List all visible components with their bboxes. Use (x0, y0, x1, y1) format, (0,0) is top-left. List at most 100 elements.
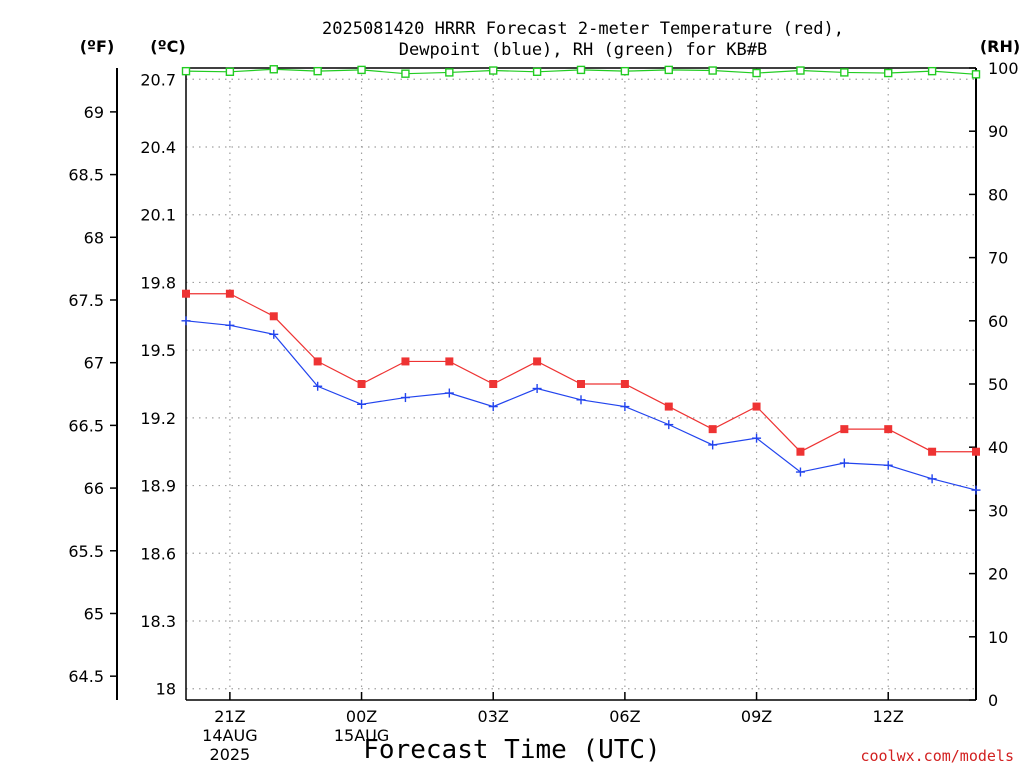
rh-point (357, 65, 366, 75)
rh-point (489, 66, 498, 75)
x-tick-label: 09Z (741, 707, 772, 726)
chart-title-line-1: 2025081420 HRRR Forecast 2-meter Tempera… (322, 19, 844, 39)
temperature-point (357, 380, 366, 388)
temperature-point (445, 357, 454, 366)
rh-point (971, 70, 981, 79)
dewpoint-point (620, 402, 630, 412)
fahrenheit-tick-label: 64.5 (68, 667, 104, 686)
dewpoint-point (400, 393, 410, 403)
rh-point (269, 65, 278, 74)
x-tick-date-label: 15AUG (334, 726, 389, 745)
x-tick-year-label: 2025 (210, 745, 251, 764)
celsius-tick-label: 20.4 (140, 138, 176, 157)
dewpoint-point (883, 460, 893, 470)
celsius-unit-label: (ºC) (150, 37, 185, 56)
celsius-tick-label: 18.6 (140, 544, 176, 563)
rh-tick-label: 100 (988, 59, 1019, 78)
x-axis-title: Forecast Time (UTC) (363, 735, 660, 765)
rh-point (664, 65, 673, 75)
rh-point (576, 65, 586, 75)
rh-point (401, 69, 410, 78)
celsius-tick-label: 19.2 (140, 409, 176, 428)
rh-tick-label: 80 (988, 185, 1008, 204)
x-tick-label: 06Z (609, 707, 640, 726)
x-tick-date-label: 14AUG (202, 726, 257, 745)
dewpoint-point (708, 440, 718, 450)
credit-text: coolwx.com/models (860, 747, 1014, 765)
fahrenheit-tick-label: 69 (84, 103, 104, 122)
dewpoint-point (971, 485, 981, 495)
dewpoint-point (181, 316, 191, 326)
rh-tick-label: 50 (988, 375, 1008, 394)
temperature-line (186, 293, 976, 453)
celsius-tick-label: 20.1 (140, 206, 176, 225)
grid-layer (186, 68, 976, 700)
fahrenheit-unit-label: (ºF) (80, 37, 115, 56)
chart-title-line-2: Dewpoint (blue), RH (green) for KB#B (399, 40, 767, 60)
dewpoint-point (839, 458, 849, 468)
temperature-point (708, 425, 717, 434)
celsius-tick-label: 20.7 (140, 70, 176, 89)
temperature-point (928, 447, 937, 456)
fahrenheit-tick-label: 68 (84, 228, 104, 247)
temperature-point (620, 380, 629, 388)
rh-point (181, 66, 191, 76)
temperature-point (182, 289, 190, 298)
fahrenheit-tick-label: 66 (84, 479, 104, 498)
rh-tick-label: 20 (988, 565, 1008, 584)
dewpoint-point (488, 402, 498, 412)
dewpoint-point (664, 420, 674, 430)
x-tick-label: 00Z (346, 707, 377, 726)
dewpoint-point (269, 329, 279, 339)
rh-point (884, 68, 893, 78)
celsius-tick-label: 18 (156, 680, 176, 699)
dewpoint-point (225, 320, 235, 330)
temperature-point (752, 402, 761, 411)
dewpoint-point (752, 433, 762, 443)
dewpoint-point (927, 474, 937, 484)
temperature-point (577, 380, 585, 388)
dewpoint-line (185, 320, 977, 491)
rh-tick-label: 0 (988, 691, 998, 710)
rh-point (532, 67, 542, 76)
celsius-tick-label: 18.9 (140, 477, 176, 496)
x-tick-label: 12Z (873, 707, 904, 726)
dewpoint-point (357, 399, 367, 409)
rh-tick-label: 90 (988, 122, 1008, 141)
fahrenheit-tick-label: 65.5 (68, 542, 104, 561)
fahrenheit-tick-label: 67.5 (68, 291, 104, 310)
rh-point (313, 66, 322, 76)
dewpoint-point (532, 384, 542, 394)
rh-point (620, 66, 630, 76)
temperature-point (884, 425, 893, 434)
rh-point (225, 67, 235, 76)
dewpoint-point (313, 381, 323, 391)
rh-point (840, 68, 849, 77)
rh-tick-label: 30 (988, 501, 1008, 520)
celsius-tick-label: 18.3 (140, 612, 176, 631)
rh-tick-label: 10 (988, 628, 1008, 647)
fahrenheit-tick-label: 66.5 (68, 416, 104, 435)
temperature-point (664, 402, 673, 411)
rh-tick-label: 70 (988, 249, 1008, 268)
temperature-point (225, 289, 234, 298)
temperature-point (313, 357, 322, 366)
fahrenheit-tick-label: 67 (84, 354, 104, 373)
rh-tick-label: 40 (988, 438, 1008, 457)
fahrenheit-tick-label: 68.5 (68, 166, 104, 185)
rh-point (796, 66, 805, 75)
rh-unit-label: (RH) (980, 37, 1020, 56)
dewpoint-point (795, 467, 805, 477)
celsius-tick-label: 19.5 (140, 341, 176, 360)
temperature-point (533, 357, 542, 366)
temperature-point (972, 447, 980, 456)
rh-point (445, 68, 454, 77)
series-layer (181, 65, 981, 495)
temperature-point (401, 357, 410, 366)
temperature-point (269, 312, 278, 321)
rh-point (708, 66, 717, 75)
dewpoint-point (444, 388, 454, 398)
fahrenheit-tick-label: 65 (84, 604, 104, 623)
x-tick-label: 21Z (214, 707, 245, 726)
temperature-point (489, 380, 498, 388)
